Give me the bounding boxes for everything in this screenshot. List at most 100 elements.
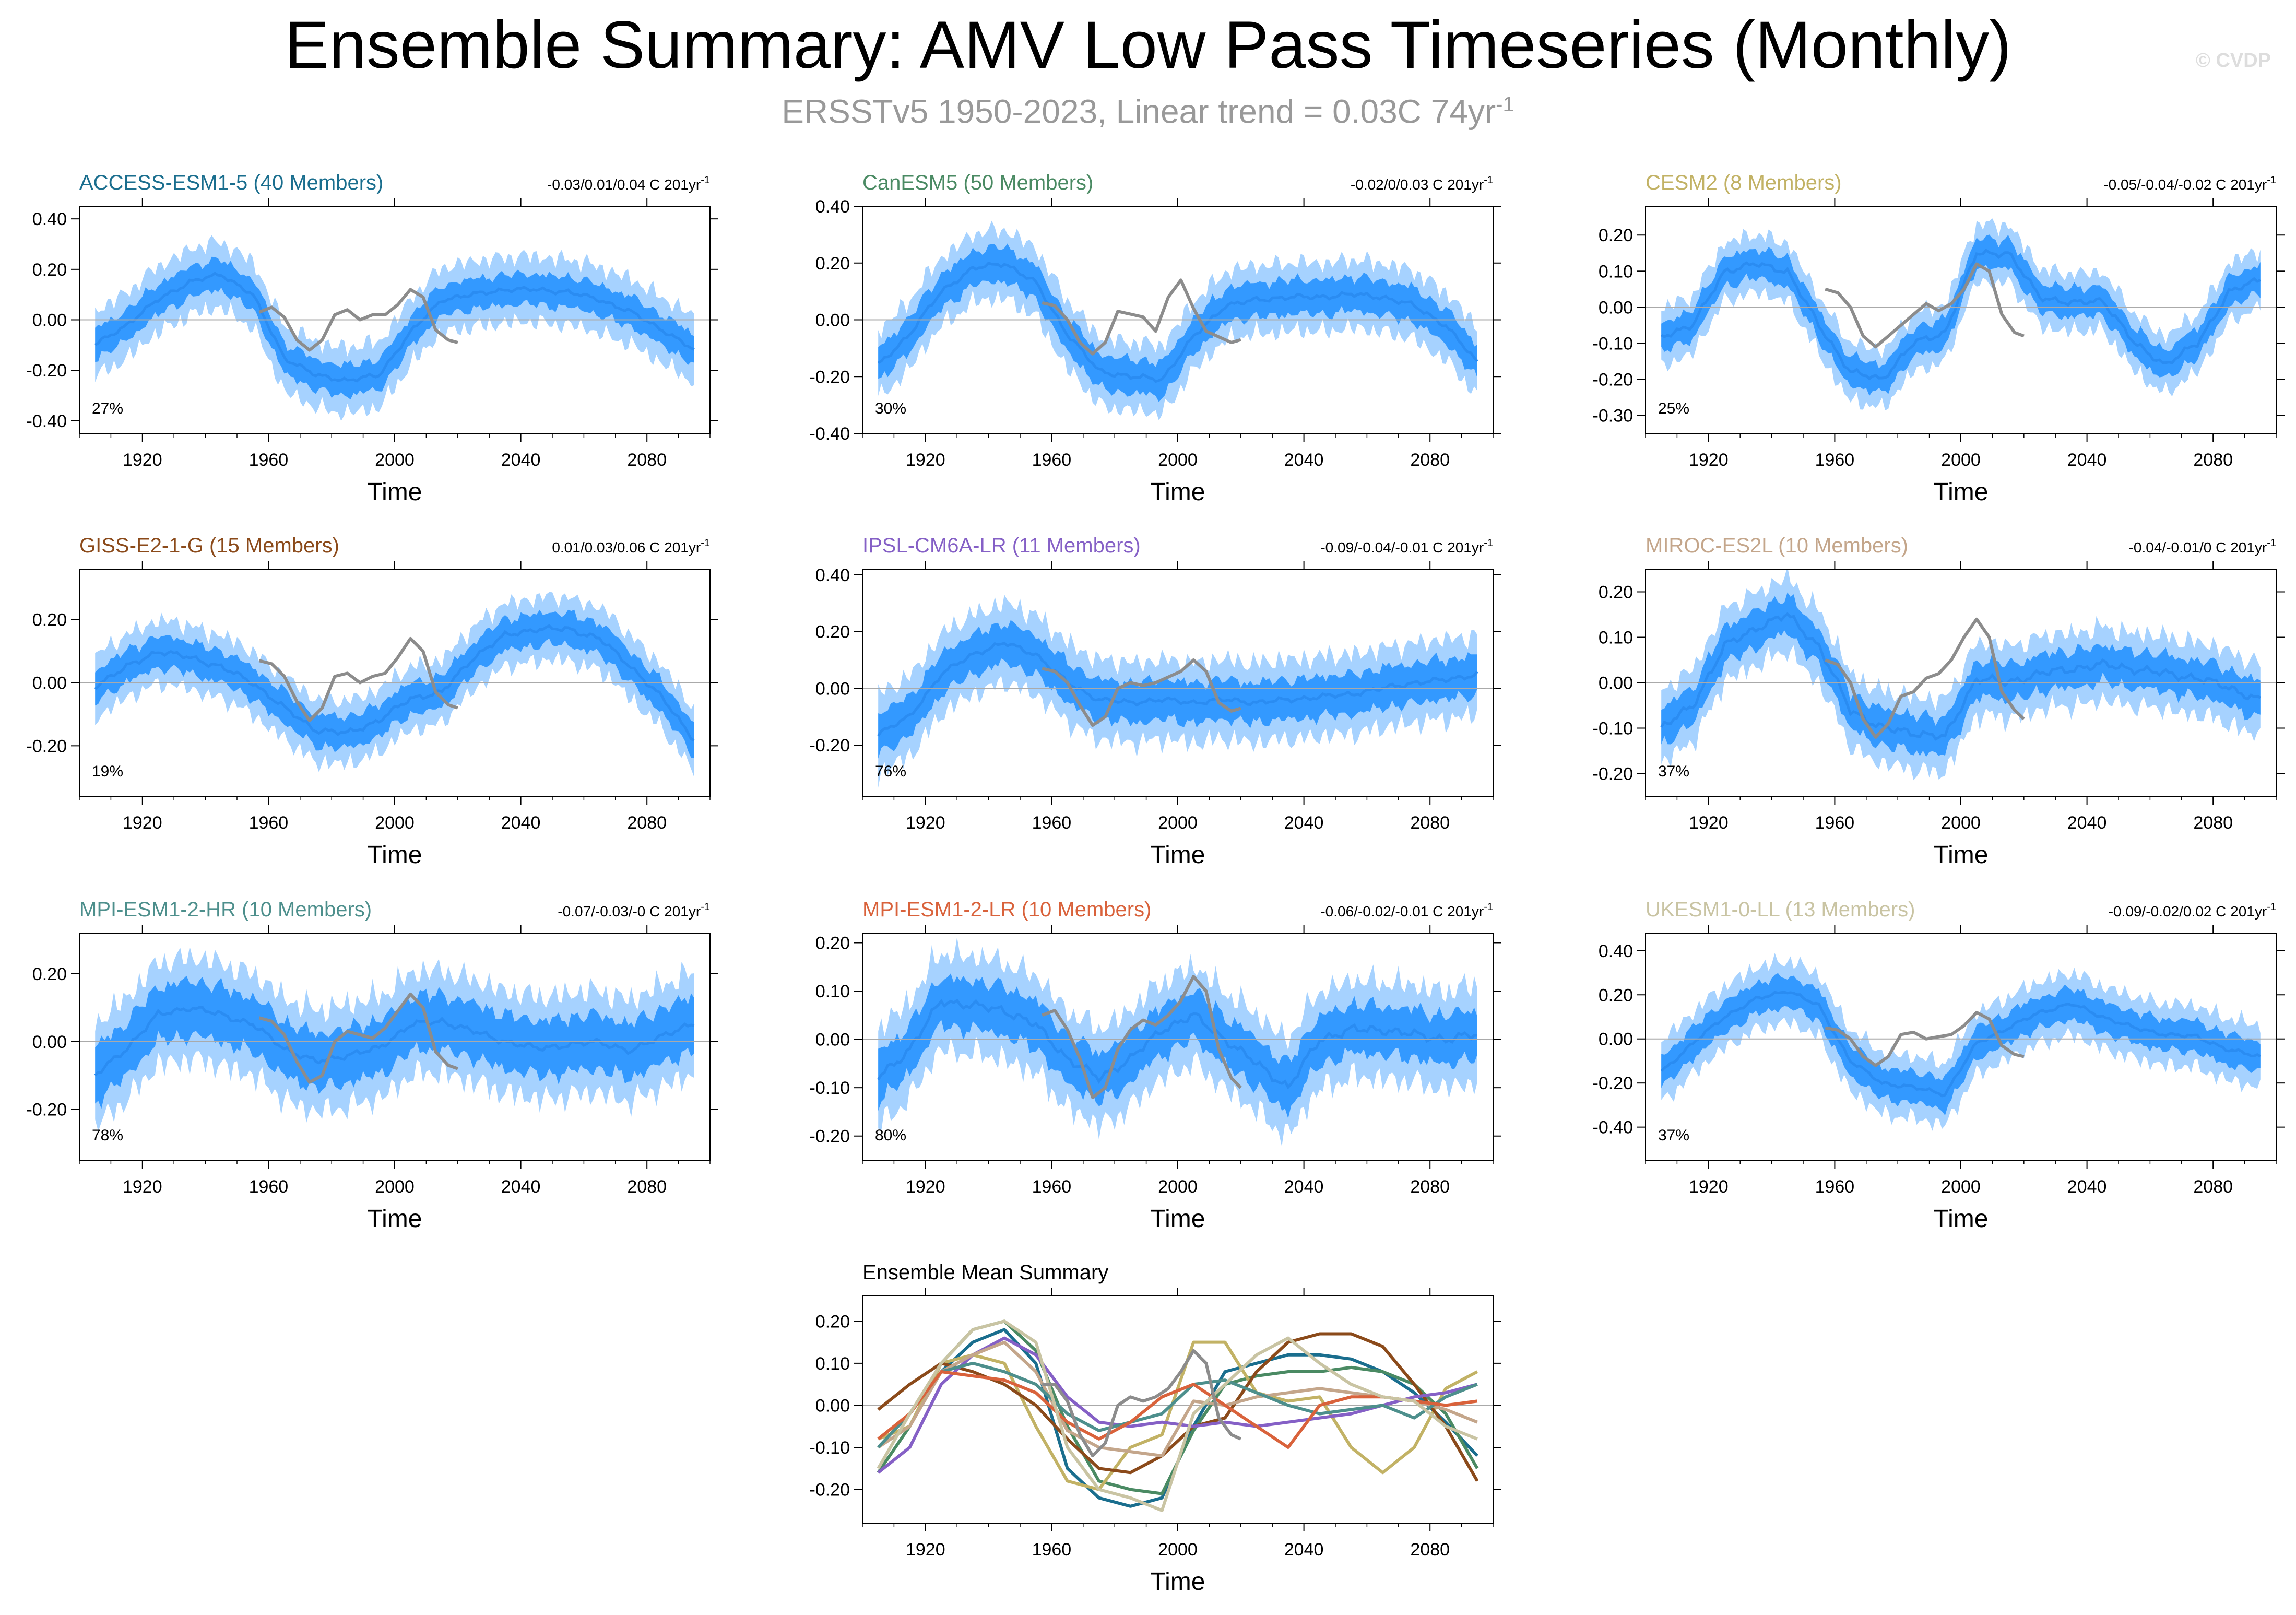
x-tick-label: 2000 [1941, 450, 1981, 470]
y-tick-label: 0.40 [1599, 941, 1633, 961]
series-line-cesm2 [878, 1340, 1478, 1491]
x-tick-label: 1960 [1032, 1540, 1072, 1560]
x-tick-label: 2000 [375, 1177, 415, 1197]
panel-title: MPI-ESM1-2-LR (10 Members) [862, 898, 1151, 921]
x-tick-label: 2080 [2193, 1177, 2233, 1197]
x-tick-label: 2040 [1284, 1177, 1324, 1197]
trend-text: -0.02/0/0.03 C 201yr-1 [1351, 174, 1493, 193]
x-tick-label: 2000 [375, 813, 415, 833]
plot-frame [862, 1295, 1494, 1524]
x-axis-label: Time [368, 478, 422, 506]
plot-area [1646, 218, 2276, 410]
x-tick-label: 1920 [1689, 450, 1729, 470]
x-tick-label: 2040 [501, 813, 541, 833]
trend-exponent: -1 [1484, 537, 1493, 549]
x-tick-label: 2040 [501, 450, 541, 470]
panel-title: GISS-E2-1-G (15 Members) [79, 534, 339, 557]
x-tick-label: 2080 [1410, 1540, 1450, 1560]
y-tick-label: 0.20 [32, 964, 67, 984]
y-tick-label: 0.00 [815, 1396, 850, 1416]
y-tick-label: 0.10 [1599, 628, 1633, 648]
x-tick-label: 1920 [123, 450, 162, 470]
observed-line [1042, 658, 1241, 727]
x-axis-label: Time [1934, 478, 1989, 506]
observed-line [258, 636, 458, 722]
ensemble-mean-line [94, 624, 695, 742]
x-tick-label: 1960 [1032, 813, 1072, 833]
x-tick-label: 1920 [906, 1177, 945, 1197]
percent-label: 30% [875, 400, 906, 417]
y-tick-label: 0.20 [815, 254, 850, 274]
x-tick-label: 2080 [2193, 450, 2233, 470]
x-tick-label: 2040 [1284, 1540, 1324, 1560]
y-tick-label: -0.20 [27, 361, 67, 381]
y-tick-label: -0.20 [810, 736, 850, 756]
percent-label: 27% [92, 400, 123, 417]
y-tick-label: 0.00 [32, 674, 67, 693]
trend-value: -0.09/-0.04/-0.01 C 201yr [1320, 539, 1484, 556]
x-axis-label: Time [1151, 841, 1205, 869]
x-tick-label: 2080 [1410, 1177, 1450, 1197]
trend-value: -0.04/-0.01/0 C 201yr [2129, 539, 2267, 556]
plot-area [862, 594, 1493, 788]
y-tick-label: -0.10 [1593, 719, 1634, 739]
y-tick-label: -0.20 [27, 736, 67, 756]
panel-6: 1920 1960 2000 2040 2080 -0.20 -0.10 0.00 0.10 0.… [1593, 534, 2285, 869]
main-title: Ensemble Summary: AMV Low Pass Timeserie… [285, 8, 2011, 82]
trend-text: 0.01/0.03/0.06 C 201yr-1 [552, 537, 710, 556]
series-line-ukesm1-0-ll [877, 1319, 1478, 1512]
panel-title: MIROC-ES2L (10 Members) [1646, 534, 1908, 557]
trend-exponent: -1 [2267, 174, 2276, 186]
panel-1: 1920 1960 2000 2040 2080 -0.40 -0.20 0.00 0.20 0.… [27, 171, 718, 506]
x-tick-label: 1960 [1032, 450, 1072, 470]
trend-value: 0.01/0.03/0.06 C 201yr [552, 539, 701, 556]
trend-value: -0.05/-0.04/-0.02 C 201yr [2103, 176, 2267, 193]
y-tick-label: -0.20 [27, 1100, 67, 1120]
trend-exponent: -1 [2267, 537, 2276, 549]
x-tick-label: 1920 [123, 1177, 162, 1197]
x-axis-label: Time [1151, 478, 1205, 506]
y-tick-label: -0.20 [810, 1127, 850, 1147]
x-tick-label: 1920 [1689, 813, 1729, 833]
x-axis-label: Time [1151, 1205, 1205, 1233]
y-tick-label: 0.20 [1599, 226, 1633, 245]
y-tick-label: -0.30 [1593, 406, 1634, 426]
y-tick-label: 0.20 [1599, 583, 1633, 603]
x-axis-label: Time [368, 841, 422, 869]
x-tick-label: 2000 [1158, 1540, 1198, 1560]
x-tick-label: 2040 [501, 1177, 541, 1197]
percent-label: 76% [875, 763, 906, 780]
plot-area [1646, 569, 2276, 781]
y-tick-label: 0.40 [32, 209, 67, 229]
y-tick-label: 0.40 [815, 565, 850, 585]
percent-label: 80% [875, 1127, 906, 1144]
trend-value: -0.09/-0.02/0.02 C 201yr [2109, 903, 2267, 920]
plot-area [862, 937, 1493, 1147]
trend-exponent: -1 [701, 901, 710, 913]
x-tick-label: 2040 [1284, 450, 1324, 470]
plot-area [79, 592, 710, 777]
y-tick-label: -0.20 [1593, 1074, 1634, 1093]
subtitle-exponent: -1 [1496, 93, 1514, 116]
y-tick-label: -0.20 [1593, 370, 1634, 390]
y-tick-label: -0.10 [1593, 334, 1634, 353]
x-tick-label: 2040 [2067, 1177, 2107, 1197]
x-tick-label: 2080 [2193, 813, 2233, 833]
ensemble-outer-envelope [1661, 218, 2261, 410]
subtitle: ERSSTv5 1950-2023, Linear trend = 0.03C … [0, 84, 2296, 132]
trend-exponent: -1 [701, 537, 710, 549]
panel-9: 1920 1960 2000 2040 2080 -0.40 -0.20 0.00 0.20 0.… [1593, 898, 2285, 1233]
trend-text: -0.06/-0.02/-0.01 C 201yr-1 [1320, 901, 1493, 920]
observed-line [1042, 278, 1241, 356]
y-tick-label: 0.00 [1599, 674, 1633, 693]
ensemble-inner-envelope [878, 243, 1477, 402]
series-line-mpi-esm1-2-hr [877, 1361, 1478, 1449]
y-tick-label: 0.20 [815, 622, 850, 642]
x-axis-label: Time [368, 1205, 422, 1233]
x-tick-label: 1920 [1689, 1177, 1729, 1197]
panel-10: 1920 1960 2000 2040 2080 -0.20 -0.10 0.00 0.10 0.… [810, 1261, 1501, 1596]
trend-exponent: -1 [1484, 174, 1493, 186]
x-axis-label: Time [1934, 1205, 1989, 1233]
y-tick-label: -0.40 [27, 411, 67, 431]
percent-label: 37% [1658, 763, 1689, 780]
